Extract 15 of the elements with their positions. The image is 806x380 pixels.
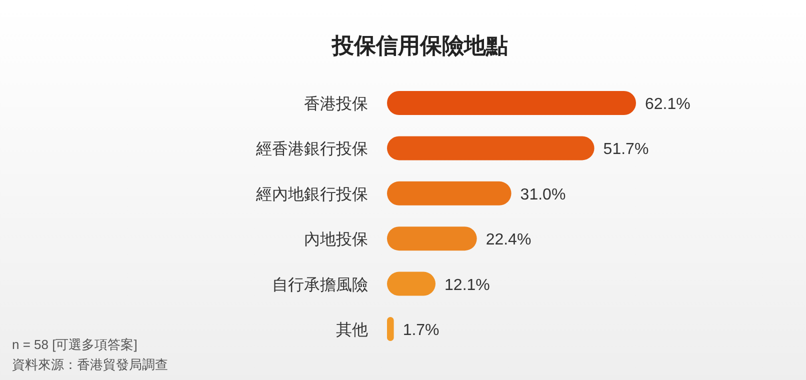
y-tick-label: 自行承擔風險 [272, 276, 368, 294]
data-label: 31.0% [520, 186, 566, 204]
text: n = 58 [可選多項答案] [12, 337, 138, 352]
data-label: 62.1% [645, 96, 690, 113]
chart-title: 投保信用保險地點 [331, 33, 508, 58]
y-tick-label: 香港投保 [304, 95, 368, 113]
y-tick-label: 經香港銀行投保 [255, 140, 368, 158]
y-tick-label: 內地投保 [304, 230, 368, 249]
data-label: 1.7% [402, 322, 440, 339]
y-tick-label: 經內地銀行投保 [255, 185, 368, 204]
data-label: 12.1% [444, 276, 490, 294]
data-label: 22.4% [486, 232, 532, 249]
y-tick-label: 其他 [336, 321, 368, 339]
source-note: 資料來源：香港貿發局調查 [12, 357, 168, 372]
data-label: 51.7% [603, 141, 649, 158]
